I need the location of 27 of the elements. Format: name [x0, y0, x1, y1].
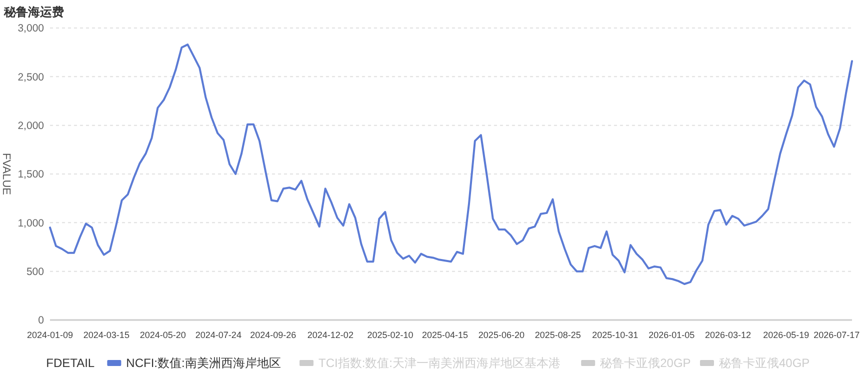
y-tick-label: 1,500 [18, 168, 44, 181]
x-tick-label: 2026-07-17 [814, 330, 860, 340]
x-tick-label: 2026-05-19 [763, 330, 810, 340]
x-tick-label: 2024-12-02 [307, 330, 354, 340]
x-tick-label: 2024-01-09 [26, 330, 74, 340]
x-tick-label: 2024-07-24 [195, 330, 242, 340]
x-tick-label: 2025-04-15 [422, 330, 468, 340]
y-axis-title: FVALUE [0, 153, 12, 195]
y-tick-label: 500 [26, 266, 44, 278]
y-tick-label: 2,500 [18, 71, 44, 84]
line-series [49, 44, 853, 285]
y-tick-label: 3,000 [18, 22, 44, 35]
x-tick-label: 2024-09-26 [250, 330, 296, 340]
x-tick-label: 2025-10-31 [592, 330, 638, 340]
chart-title: 秘鲁海运费 [3, 5, 64, 19]
x-tick-label: 2024-03-15 [83, 330, 130, 340]
x-tick-label: 2026-03-12 [705, 330, 752, 340]
x-tick-label: 2024-05-20 [140, 330, 186, 340]
y-tick-label: 1,000 [18, 217, 44, 230]
legend-label: NCFI:数值:南美洲西海岸地区 [126, 356, 281, 370]
x-tick-label: 2025-02-10 [367, 330, 414, 340]
y-tick-label: 0 [38, 314, 44, 327]
x-tick-label: 2026-01-05 [648, 330, 695, 340]
y-tick-label: 2,000 [18, 120, 44, 132]
x-tick-label: 2025-08-25 [534, 330, 581, 340]
legend-title: FDETAIL [46, 356, 95, 370]
x-tick-label: 2025-06-20 [478, 330, 524, 340]
